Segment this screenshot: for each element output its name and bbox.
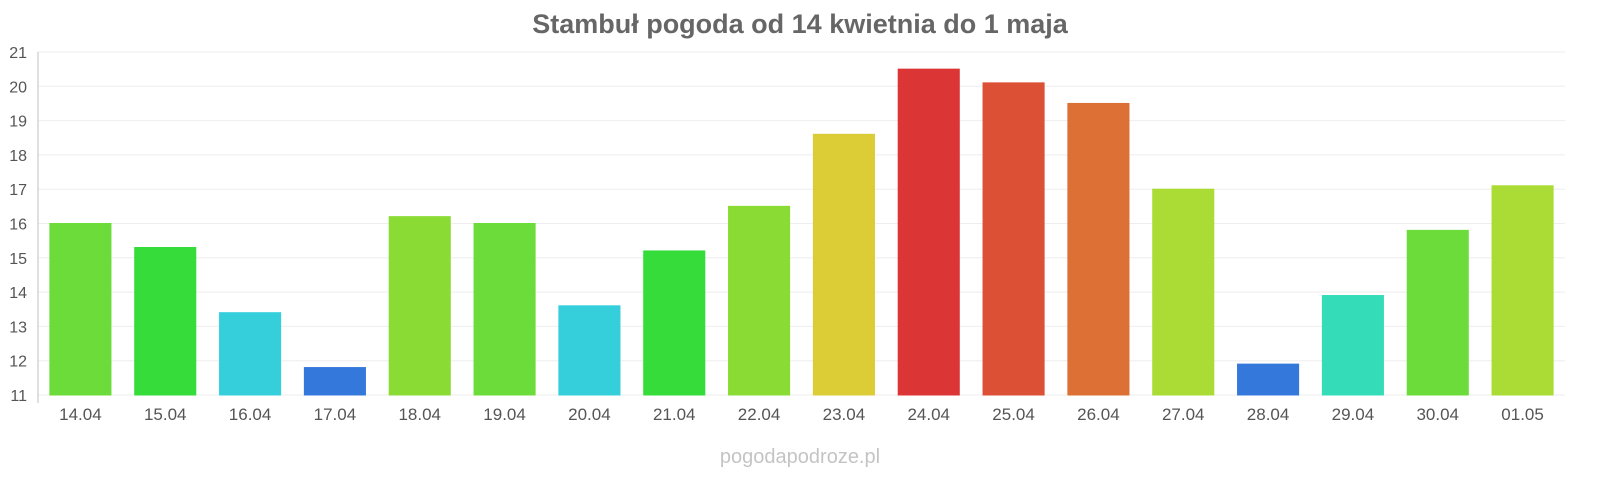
bar-22.04 (728, 205, 791, 396)
watermark: pogodapodroze.pl (720, 446, 880, 468)
bar-16.04 (219, 312, 282, 396)
bar-28.04 (1237, 363, 1300, 396)
x-tick-label: 17.04 (314, 405, 357, 424)
bar-17.04 (303, 367, 366, 396)
y-tick-label: 17 (9, 182, 27, 199)
x-tick-label: 16.04 (229, 405, 272, 424)
y-tick-label: 13 (9, 319, 27, 336)
y-tick-label: 11 (10, 388, 27, 405)
x-tick-label: 25.04 (992, 405, 1035, 424)
x-tick-label: 20.04 (568, 405, 611, 424)
bar-21.04 (643, 250, 706, 396)
y-axis-ticks: 11 12 13 14 15 16 17 18 19 20 21 (9, 45, 27, 405)
y-tick-label: 20 (9, 79, 27, 96)
x-tick-label: 21.04 (653, 405, 696, 424)
bar-23.04 (812, 133, 875, 396)
bar-01.05 (1491, 185, 1554, 396)
y-tick-label: 19 (9, 114, 27, 131)
x-tick-label: 30.04 (1416, 405, 1459, 424)
y-tick-label: 14 (9, 285, 27, 302)
bar-25.04 (982, 82, 1045, 396)
y-tick-label: 16 (9, 217, 27, 234)
x-tick-label: 29.04 (1332, 405, 1375, 424)
bar-30.04 (1406, 229, 1469, 396)
x-tick-label: 19.04 (483, 405, 526, 424)
bar-26.04 (1067, 102, 1130, 396)
x-axis-ticks: 14.04 15.04 16.04 17.04 18.04 19.04 20.04 21.04… (59, 405, 1544, 424)
bar-27.04 (1152, 188, 1215, 396)
bar-20.04 (558, 305, 621, 396)
bar-19.04 (473, 223, 536, 396)
x-tick-label: 18.04 (398, 405, 441, 424)
x-tick-label: 28.04 (1247, 405, 1290, 424)
y-tick-label: 15 (9, 251, 27, 268)
bar-24.04 (897, 68, 960, 396)
y-tick-label: 18 (9, 148, 27, 165)
bar-15.04 (134, 247, 197, 396)
grid-layer (38, 51, 1565, 396)
chart-title: Stambuł pogoda od 14 kwietnia do 1 maja (532, 9, 1069, 39)
x-tick-label: 01.05 (1501, 405, 1544, 424)
bars-layer (49, 68, 1554, 396)
y-tick-label: 12 (9, 354, 27, 371)
x-tick-label: 24.04 (907, 405, 950, 424)
bar-18.04 (388, 216, 451, 396)
bar-29.04 (1321, 295, 1384, 396)
x-tick-label: 23.04 (823, 405, 866, 424)
bar-14.04 (49, 223, 112, 396)
y-tick-label: 21 (9, 45, 27, 62)
x-tick-label: 26.04 (1077, 405, 1120, 424)
x-tick-label: 14.04 (59, 405, 102, 424)
x-tick-label: 27.04 (1162, 405, 1205, 424)
x-tick-label: 22.04 (738, 405, 781, 424)
x-tick-label: 15.04 (144, 405, 187, 424)
